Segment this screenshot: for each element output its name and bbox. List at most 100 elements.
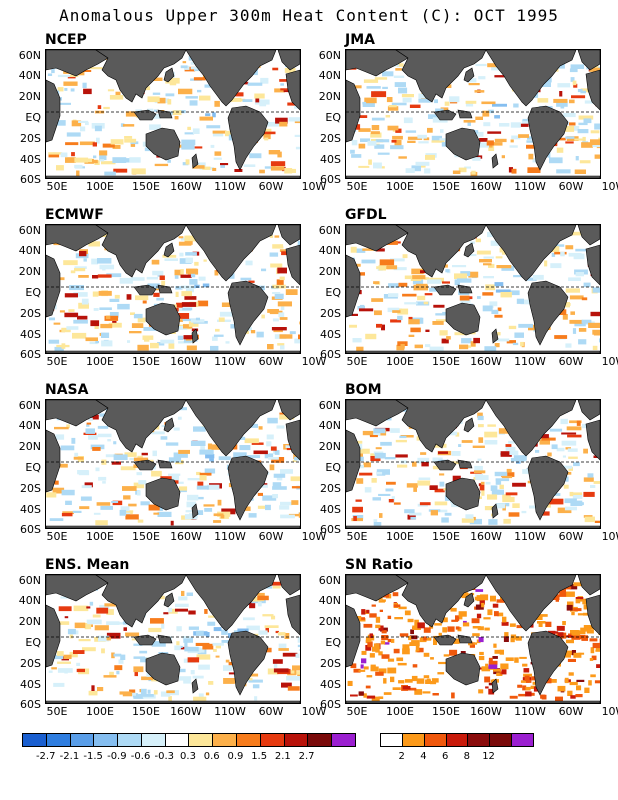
anomaly-cell [350, 246, 357, 253]
anomaly-cell [352, 506, 363, 513]
anomaly-cell [592, 143, 600, 148]
anomaly-cell [213, 513, 224, 517]
anomaly-cell [257, 601, 262, 607]
latitude-label: 60N [18, 49, 41, 62]
anomaly-cell [367, 641, 373, 648]
anomaly-cell [411, 675, 418, 682]
anomaly-cell [113, 168, 128, 173]
anomaly-cell [451, 503, 461, 508]
land-mass [346, 429, 361, 493]
anomaly-cell [592, 65, 599, 70]
colorbar-label: -1.5 [83, 751, 103, 762]
anomaly-cell [517, 684, 523, 688]
anomaly-cell [472, 155, 483, 159]
anomaly-cell [574, 169, 586, 174]
anomaly-cell [99, 150, 108, 156]
anomaly-cell [424, 293, 433, 296]
anomaly-cell [97, 425, 109, 429]
anomaly-cell [493, 668, 502, 672]
anomaly-cell [47, 73, 53, 76]
anomaly-cell [514, 657, 519, 663]
anomaly-cell [190, 271, 196, 278]
anomaly-cell [387, 125, 399, 131]
anomaly-cell [382, 593, 390, 598]
land-mass [46, 429, 61, 493]
longitude-label: 110W [214, 180, 246, 193]
anomaly-cell [592, 642, 600, 649]
anomaly-cell [575, 272, 584, 277]
anomaly-cell [83, 258, 87, 262]
anomaly-cell [275, 117, 288, 124]
anomaly-cell [187, 478, 203, 481]
anomaly-cell [267, 309, 279, 313]
anomaly-cell [61, 513, 73, 517]
latitude-label: 60S [20, 173, 41, 186]
anomaly-cell [501, 621, 509, 626]
anomaly-cell [205, 632, 210, 637]
land-mass [285, 419, 300, 461]
anomaly-cell [593, 481, 600, 484]
anomaly-cell [539, 439, 550, 445]
anomaly-cell [130, 312, 135, 315]
anomaly-cell [578, 328, 587, 332]
anomaly-cell [477, 412, 483, 418]
anomaly-cell [556, 169, 571, 174]
anomaly-cell [439, 330, 448, 336]
latitude-label: 20S [320, 482, 341, 495]
anomaly-cell [423, 137, 430, 141]
anomaly-cell [125, 632, 140, 637]
anomaly-cell [117, 303, 130, 310]
land-mass [463, 242, 475, 258]
anomaly-cell [565, 447, 571, 450]
anomaly-cell [500, 451, 512, 457]
anomaly-cell [390, 319, 402, 323]
anomaly-cell [65, 157, 76, 163]
longitude-label: 60W [258, 180, 284, 193]
anomaly-cell [212, 167, 217, 171]
anomaly-cell [74, 157, 89, 163]
anomaly-cell [207, 443, 213, 450]
anomaly-cell [199, 449, 214, 455]
anomaly-cell [375, 616, 381, 623]
anomaly-cell [428, 114, 438, 119]
anomaly-cell [538, 511, 550, 516]
anomaly-cell [210, 345, 219, 351]
anomaly-cell [353, 668, 361, 673]
anomaly-cell [212, 112, 216, 118]
anomaly-cell [518, 134, 529, 138]
anomaly-cell [225, 659, 230, 663]
colorbar-label: 1.5 [251, 751, 268, 762]
anomaly-cell [393, 604, 401, 608]
anomaly-cell [76, 170, 80, 177]
anomaly-cell [381, 324, 385, 331]
anomaly-cell [412, 278, 424, 285]
land-mass [157, 634, 173, 644]
anomaly-cell [56, 651, 64, 656]
anomaly-cell [61, 327, 71, 333]
anomaly-cell [566, 604, 573, 611]
anomaly-cell [165, 77, 180, 84]
anomaly-cell [133, 643, 143, 646]
anomaly-cell [176, 626, 182, 632]
anomaly-cell [297, 637, 300, 643]
anomaly-cell [407, 618, 414, 623]
anomaly-cell [373, 522, 382, 526]
anomaly-cell [193, 77, 206, 81]
anomaly-cell [351, 518, 363, 522]
anomaly-cell [438, 632, 442, 636]
anomaly-cell [565, 141, 574, 144]
anomaly-cell [248, 280, 255, 283]
anomaly-cell [398, 156, 407, 159]
land-mass [577, 225, 600, 246]
colorbar-swatch [381, 734, 403, 746]
latitude-label: 40N [318, 594, 341, 607]
anomaly-cell [90, 444, 105, 450]
ocean-map [45, 399, 301, 529]
anomaly-cell [177, 481, 184, 484]
land-mass [445, 127, 481, 161]
anomaly-cell [410, 327, 421, 333]
anomaly-cell [360, 138, 371, 142]
anomaly-cell [52, 487, 65, 494]
anomaly-cell [173, 427, 180, 431]
anomaly-cell [251, 442, 264, 445]
